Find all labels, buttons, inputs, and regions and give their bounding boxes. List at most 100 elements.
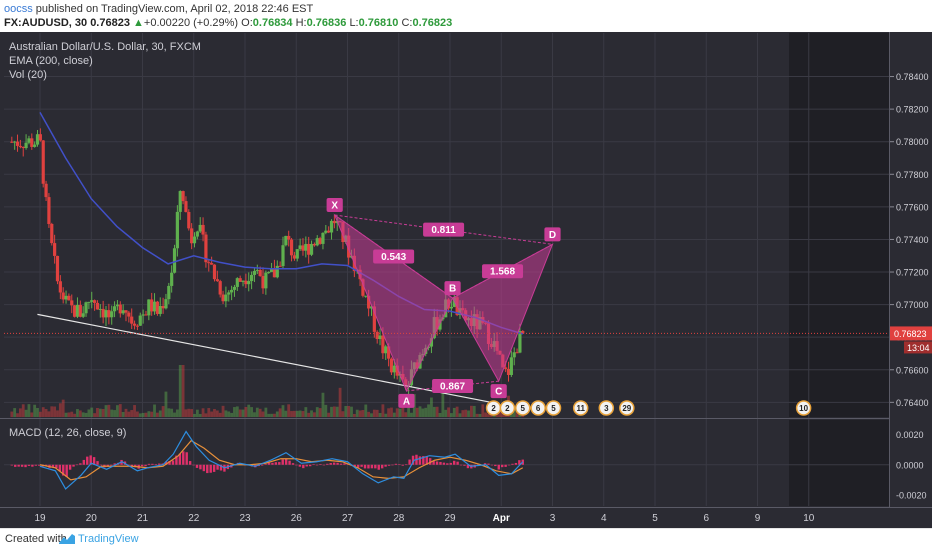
- candle-body: [369, 306, 374, 309]
- candle-body: [27, 138, 31, 143]
- candle-body: [221, 294, 225, 302]
- point-label: X: [331, 201, 338, 212]
- macd-histogram-bar: [278, 462, 281, 465]
- candle-body: [150, 299, 154, 312]
- instrument-legend[interactable]: Australian Dollar/U.S. Dollar, 30, FXCM: [9, 41, 201, 53]
- macd-histogram-bar: [178, 453, 182, 465]
- author-link[interactable]: oocss: [4, 3, 33, 15]
- volume-bar: [264, 407, 268, 417]
- trend-line[interactable]: [37, 313, 492, 403]
- macd-histogram-bar: [202, 464, 206, 472]
- time-tick-label[interactable]: 4: [601, 513, 607, 524]
- macd-histogram-bar: [55, 464, 58, 469]
- candle-body: [381, 335, 385, 354]
- time-tick-label[interactable]: 3: [550, 513, 556, 524]
- ratio-label-bg: [482, 264, 524, 279]
- time-tick-label[interactable]: 27: [342, 513, 354, 524]
- point-label-bg: [444, 281, 461, 296]
- macd-histogram-bar: [398, 464, 401, 465]
- time-tick-label[interactable]: 6: [703, 513, 709, 524]
- candle-body: [92, 300, 97, 303]
- candle-body: [284, 235, 288, 246]
- candle-body: [18, 145, 22, 147]
- event-flag-icon[interactable]: [545, 400, 562, 416]
- macd-histogram-bar: [110, 464, 113, 466]
- candle-body: [187, 211, 191, 229]
- volume-bar: [287, 404, 291, 417]
- event-flag-icon[interactable]: [499, 400, 516, 416]
- macd-tick-label: 0.0000: [896, 460, 924, 470]
- candle-body: [155, 301, 159, 314]
- close-value: 0.76823: [412, 17, 453, 29]
- volume-bar: [361, 410, 365, 417]
- time-tick-label[interactable]: 5: [652, 513, 658, 524]
- macd-histogram-bar: [175, 455, 178, 465]
- candle-body: [304, 243, 308, 251]
- event-count: 29: [622, 404, 631, 413]
- time-tick-label[interactable]: 21: [137, 513, 149, 524]
- event-flag-icon[interactable]: [619, 400, 635, 416]
- time-tick-label[interactable]: 22: [188, 513, 200, 524]
- candle-body: [295, 249, 299, 259]
- time-tick-label[interactable]: 19: [34, 513, 46, 524]
- macd-histogram-bar: [161, 463, 164, 465]
- volume-bar: [390, 407, 393, 417]
- volume-bar: [44, 409, 48, 417]
- macd-histogram-bar: [31, 464, 34, 467]
- event-count: 6: [536, 404, 541, 413]
- point-label-bg: [398, 393, 415, 408]
- symbol-label[interactable]: FX:AUDUSD, 30: [4, 17, 88, 29]
- volume-bar: [401, 405, 405, 417]
- event-flag-icon[interactable]: [598, 400, 615, 416]
- volume-bar: [395, 408, 399, 417]
- candle-body: [84, 302, 88, 314]
- event-badges[interactable]: 2 2 5 6 5 11 3 29 10: [485, 400, 812, 416]
- candle-body: [378, 335, 382, 340]
- time-tick-label[interactable]: 10: [803, 513, 815, 524]
- event-flag-icon[interactable]: [795, 400, 812, 416]
- macd-histogram-bar: [408, 459, 411, 465]
- chart-canvas[interactable]: 0.78400 0.78200 0.78000 0.77800 0.77600 0.774…: [0, 32, 932, 528]
- candle-body: [287, 235, 291, 240]
- price-tick-label: 0.76400: [896, 398, 929, 408]
- volume-bar: [452, 407, 456, 417]
- candle-body: [41, 140, 45, 184]
- candle-body: [518, 331, 522, 353]
- candle-body: [67, 295, 71, 301]
- last-price: 0.76823: [90, 17, 130, 29]
- tradingview-brand[interactable]: TradingView: [78, 533, 139, 545]
- candle-body: [70, 300, 74, 306]
- time-tick-label[interactable]: 29: [444, 513, 456, 524]
- volume-bar: [70, 411, 74, 417]
- macd-histogram-bar: [463, 464, 466, 466]
- candle-body: [269, 268, 274, 273]
- ema-legend[interactable]: EMA (200, close): [9, 55, 93, 67]
- time-tick-label[interactable]: 28: [393, 513, 405, 524]
- footer: Created with TradingView: [0, 528, 932, 551]
- event-flag-icon[interactable]: [572, 400, 589, 416]
- event-flag-icon[interactable]: [515, 400, 531, 416]
- macd-histogram-bar: [209, 464, 212, 473]
- time-tick-label[interactable]: Apr: [493, 513, 510, 524]
- macd-histogram-bar: [466, 464, 470, 469]
- macd-legend[interactable]: MACD (12, 26, close, 9): [9, 427, 126, 439]
- volume-bar: [147, 411, 151, 417]
- time-tick-label[interactable]: 23: [239, 513, 251, 524]
- volume-bar: [378, 413, 382, 417]
- time-axis[interactable]: 19 20 21 22 23 26 27 28 29 Apr 3 4 5 6 9 10: [34, 513, 814, 524]
- candle-body: [301, 245, 305, 251]
- time-tick-label[interactable]: 20: [86, 513, 98, 524]
- price-axis[interactable]: [890, 32, 932, 507]
- volume-bar: [195, 409, 199, 417]
- candle-body: [50, 223, 54, 244]
- candle-body: [178, 191, 182, 212]
- candle-body: [195, 231, 199, 237]
- event-count: 3: [604, 404, 609, 413]
- time-tick-label[interactable]: 26: [291, 513, 303, 524]
- volume-legend[interactable]: Vol (20): [9, 69, 47, 81]
- volume-bar: [118, 404, 122, 417]
- candle-body: [61, 292, 65, 300]
- macd-histogram-bar: [58, 464, 62, 472]
- event-flag-icon[interactable]: [530, 400, 546, 416]
- time-tick-label[interactable]: 9: [755, 513, 761, 524]
